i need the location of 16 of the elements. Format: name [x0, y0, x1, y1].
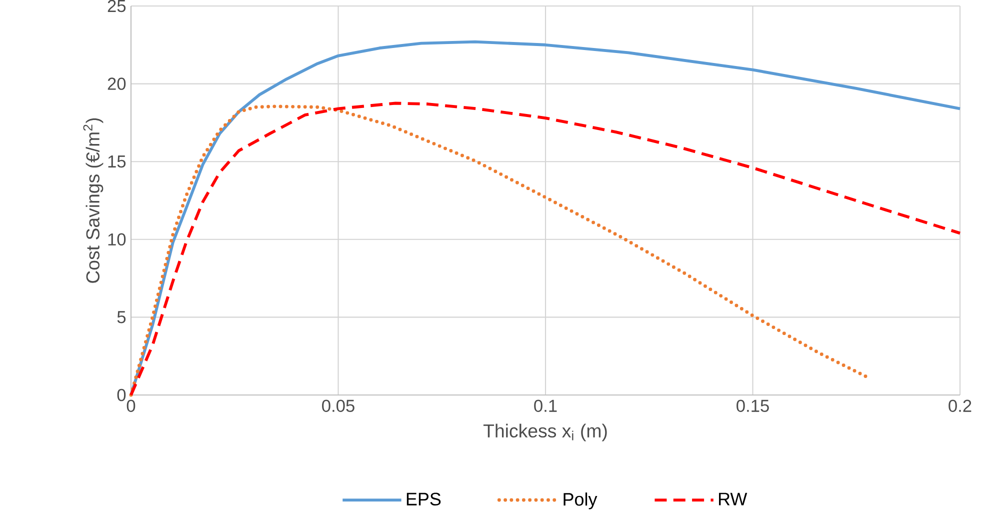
- y-tick-label: 15: [108, 156, 126, 168]
- y-tick-label: 10: [108, 233, 126, 246]
- y-tick-label: 0: [117, 388, 126, 402]
- x-tick-label: 0.05: [322, 400, 354, 412]
- y-axis-title: Cost Savings (€/m$^{2}$): [83, 118, 104, 283]
- x-axis-title: Thickess x$_{i}$ (m): [483, 424, 607, 442]
- y-tick-label: 20: [108, 78, 126, 90]
- x-tick-label: 0.2: [948, 400, 972, 412]
- legend-label: EPS: [406, 492, 441, 506]
- legend-label: Poly: [564, 492, 598, 510]
- x-tick-label: 0.15: [736, 400, 769, 412]
- x-tick-label: 0: [126, 400, 136, 412]
- y-tick-label: 5: [117, 311, 126, 324]
- legend-label: RW: [719, 492, 748, 506]
- x-tick-label: 0.1: [534, 400, 557, 412]
- y-tick-label: 25: [108, 0, 126, 12]
